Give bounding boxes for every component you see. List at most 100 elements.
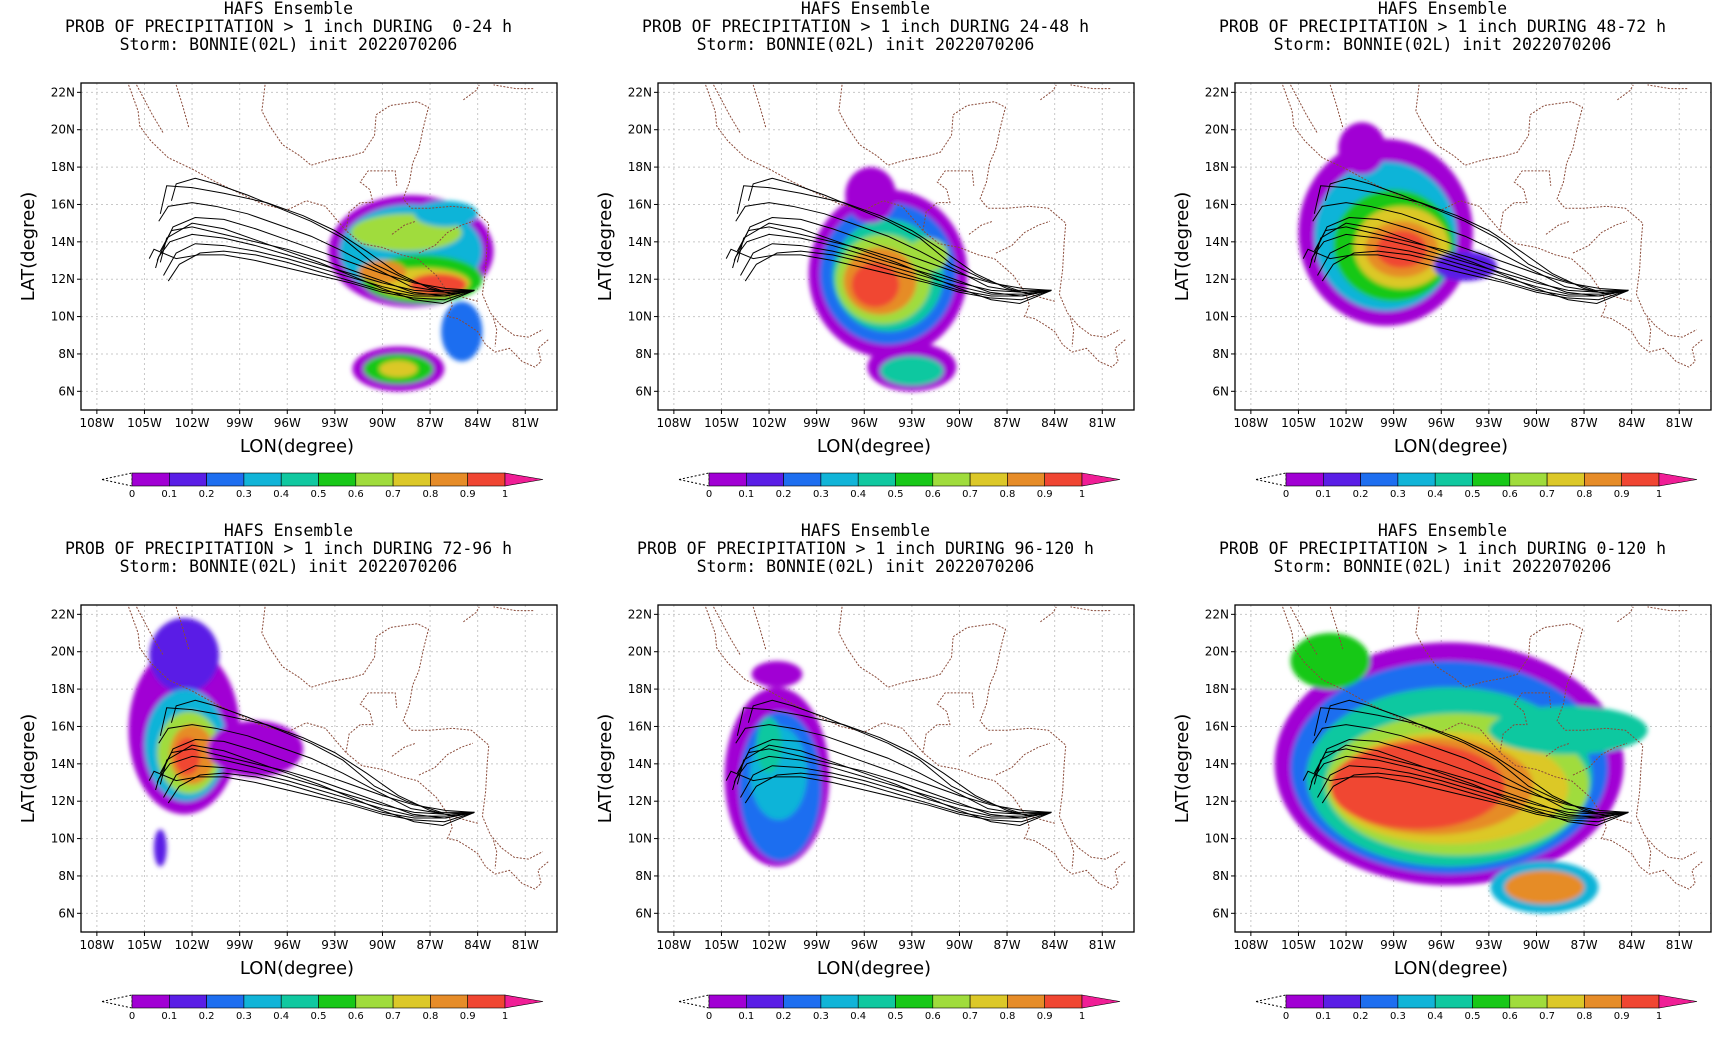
colorbar-label: 0.9: [1614, 489, 1630, 500]
lon-tick-label: 84W: [1041, 416, 1068, 430]
lat-tick-label: 16N: [51, 197, 75, 211]
lon-tick-label: 99W: [226, 416, 253, 430]
lon-tick-label: 99W: [803, 938, 830, 952]
colorbar-swatch: [708, 994, 747, 1009]
ensemble-track: [1313, 707, 1629, 817]
lon-tick-label: 90W: [369, 416, 396, 430]
colorbar-label: 0.2: [776, 489, 792, 500]
coastline: [1499, 170, 1552, 231]
colorbar-label: 0.5: [1465, 489, 1481, 500]
colorbar-label: 0.3: [236, 1011, 252, 1022]
lat-tick-label: 8N: [58, 347, 75, 361]
lat-tick-label: 14N: [51, 757, 75, 771]
colorbar-label: 0.6: [925, 1011, 941, 1022]
lon-tick-label: 96W: [851, 416, 878, 430]
colorbar-swatch: [1397, 472, 1436, 487]
colorbar-swatch: [131, 994, 170, 1009]
map-svg: 108W 105W 102W 99W 96W 93W 90W 87W 84W 81W 22N 20N 1…: [1172, 82, 1712, 500]
probability-region: [441, 301, 483, 362]
coastline: [1290, 606, 1318, 656]
probability-region: [1330, 743, 1505, 830]
map-svg: 108W 105W 102W 99W 96W 93W 90W 87W 84W 81W 22N 20N 1…: [18, 82, 558, 500]
colorbar-swatch: [1621, 472, 1660, 487]
lat-tick-label: 12N: [1205, 794, 1229, 808]
colorbar: 0 0.1 0.2 0.3 0.4 0.5 0.6 0.7 0.8 0.9 1: [1255, 472, 1698, 500]
coastline: [418, 220, 474, 254]
colorbar-swatch: [318, 472, 357, 487]
colorbar-swatch: [467, 472, 506, 487]
lon-tick-label: 105W: [704, 416, 739, 430]
lat-tick-label: 8N: [58, 869, 75, 883]
lat-tick-label: 20N: [1205, 123, 1229, 137]
ensemble-tracks: [1302, 699, 1629, 827]
colorbar-swatch: [131, 472, 170, 487]
panel-title3: Storm: BONNIE(02L) init 2022070206: [696, 557, 1035, 576]
y-axis-label: LAT(degree): [18, 192, 39, 301]
panel-title1: HAFS Ensemble: [223, 0, 354, 18]
colorbar-swatch: [1285, 472, 1324, 487]
lat-tick-label: 18N: [51, 160, 75, 174]
probability-region: [174, 737, 201, 776]
coastline: [1545, 742, 1570, 757]
colorbar-swatch: [820, 994, 859, 1009]
colorbar-label: 0.1: [738, 1011, 754, 1022]
colorbar-label: 1: [1656, 1011, 1662, 1022]
lon-tick-label: 102W: [752, 938, 787, 952]
colorbar-swatch: [857, 994, 896, 1009]
lon-tick-label: 105W: [127, 416, 162, 430]
colorbar-swatch: [932, 472, 971, 487]
colorbar-swatch: [969, 472, 1008, 487]
coastline: [1572, 220, 1628, 254]
lat-tick-label: 16N: [628, 197, 652, 211]
colorbar-label: 0.4: [273, 1011, 289, 1022]
lon-tick-label: 102W: [1329, 416, 1364, 430]
ensemble-track: [725, 770, 1052, 823]
map-svg: 108W 105W 102W 99W 96W 93W 90W 87W 84W 81W 22N 20N 1…: [595, 82, 1135, 500]
lon-tick-label: 87W: [993, 938, 1020, 952]
colorbar-swatch: [1584, 472, 1622, 487]
lon-tick-label: 87W: [416, 938, 443, 952]
colorbar-label: 0.3: [1390, 489, 1406, 500]
lon-tick-label: 108W: [656, 416, 691, 430]
coastline: [1606, 293, 1634, 303]
colorbar-swatch: [1360, 994, 1399, 1009]
colorbar-swatch: [243, 994, 282, 1009]
lon-tick-label: 81W: [512, 938, 539, 952]
coastlines: [1282, 606, 1704, 890]
colorbar-label: 0: [129, 1011, 135, 1022]
panel-title3: Storm: BONNIE(02L) init 2022070206: [1273, 35, 1612, 54]
lon-tick-labels: 108W 105W 102W 99W 96W 93W 90W 87W 84W 81W: [656, 410, 1116, 430]
colorbar-swatch: [169, 994, 207, 1009]
colorbar-label: 0.8: [1576, 1011, 1592, 1022]
colorbar-overflow-arrow: [1658, 994, 1698, 1009]
lon-tick-label: 87W: [416, 416, 443, 430]
lat-tick-label: 8N: [1212, 869, 1229, 883]
ensemble-track: [1313, 185, 1629, 295]
coastline: [1329, 606, 1344, 650]
x-axis-label: LON(degree): [240, 436, 354, 457]
lon-tick-label: 90W: [946, 416, 973, 430]
lat-tick-label: 10N: [1205, 310, 1229, 324]
lat-tick-label: 20N: [1205, 645, 1229, 659]
map-frame: [80, 604, 558, 933]
coastline: [452, 815, 480, 825]
lon-tick-label: 108W: [656, 938, 691, 952]
lat-tick-label: 22N: [628, 607, 652, 621]
ensemble-track: [158, 202, 475, 293]
probability-field: [724, 661, 830, 867]
coastline: [261, 84, 543, 338]
colorbar-label: 1: [502, 1011, 508, 1022]
panel-title2: PROB OF PRECIPITATION > 1 inch DURING 0-…: [1218, 539, 1667, 558]
colorbar-label: 0.5: [311, 1011, 327, 1022]
colorbar-swatch: [206, 994, 245, 1009]
lat-tick-label: 20N: [51, 645, 75, 659]
colorbar-label: 0.4: [850, 1011, 866, 1022]
lat-tick-labels: 22N 20N 18N 16N 14N 12N 10N 8N 6N: [51, 607, 81, 920]
lon-tick-labels: 108W 105W 102W 99W 96W 93W 90W 87W 84W 81W: [1233, 410, 1693, 430]
lon-tick-label: 102W: [752, 416, 787, 430]
ensemble-tracks: [148, 699, 475, 827]
lat-tick-label: 18N: [628, 682, 652, 696]
ensemble-track: [1317, 765, 1629, 817]
colorbar-overflow-arrow: [504, 472, 544, 487]
coastline: [922, 692, 975, 753]
